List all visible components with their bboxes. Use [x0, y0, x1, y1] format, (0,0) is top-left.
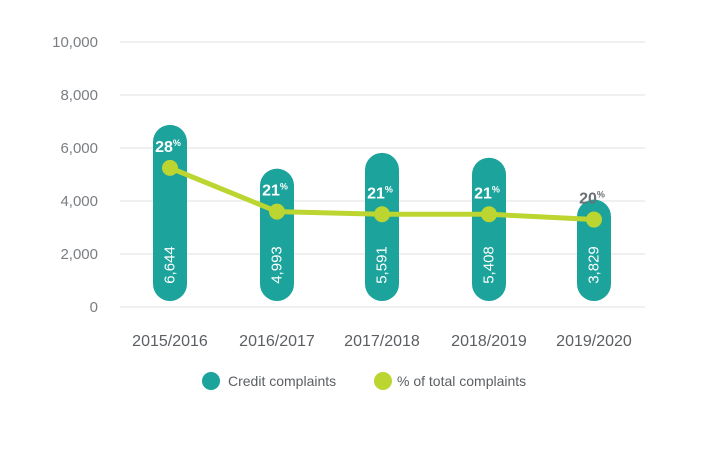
bar: [472, 157, 506, 301]
y-axis-ticks: 0 2,000 4,000 6,000 8,000 10,000: [52, 34, 98, 316]
percent-point: [374, 206, 390, 223]
percent-point: [481, 206, 497, 223]
x-tick-label: 2018/2019: [451, 333, 527, 350]
bar-value-label: 5,408: [481, 246, 498, 284]
bar: [260, 168, 294, 301]
legend-swatch-credit: [202, 372, 220, 390]
bar-value-label: 3,829: [586, 246, 603, 284]
bars: 6,644 4,993 5,591 5,408 3,829: [153, 124, 611, 302]
percent-sign: %: [280, 182, 288, 192]
percent-sign: %: [597, 190, 605, 200]
percent-sign: %: [173, 138, 181, 148]
bar-value-label: 5,591: [374, 246, 391, 284]
percent-point: [162, 159, 178, 176]
y-tick-label: 2,000: [60, 246, 98, 263]
x-tick-label: 2017/2018: [344, 333, 420, 350]
y-tick-label: 6,000: [60, 140, 98, 157]
y-tick-label: 4,000: [60, 193, 98, 210]
x-tick-label: 2015/2016: [132, 333, 208, 350]
bar-value-label: 6,644: [162, 246, 179, 284]
y-tick-label: 10,000: [52, 34, 98, 51]
percent-sign: %: [385, 184, 393, 194]
legend-label-percent: % of total complaints: [397, 373, 526, 389]
percent-point: [586, 211, 602, 228]
y-tick-label: 0: [90, 299, 98, 316]
bar: [577, 199, 611, 301]
bar-value-label: 4,993: [269, 246, 286, 284]
x-tick-label: 2019/2020: [556, 333, 632, 350]
percent-point: [269, 203, 285, 220]
legend-swatch-percent: [374, 372, 392, 390]
y-tick-label: 8,000: [60, 87, 98, 104]
percent-sign: %: [492, 184, 500, 194]
x-axis-ticks: 2015/2016 2016/2017 2017/2018 2018/2019 2019…: [132, 333, 632, 350]
legend: Credit complaints % of total complaints: [202, 372, 526, 390]
bar: [365, 152, 399, 301]
legend-label-credit: Credit complaints: [228, 373, 336, 389]
x-tick-label: 2016/2017: [239, 333, 315, 350]
